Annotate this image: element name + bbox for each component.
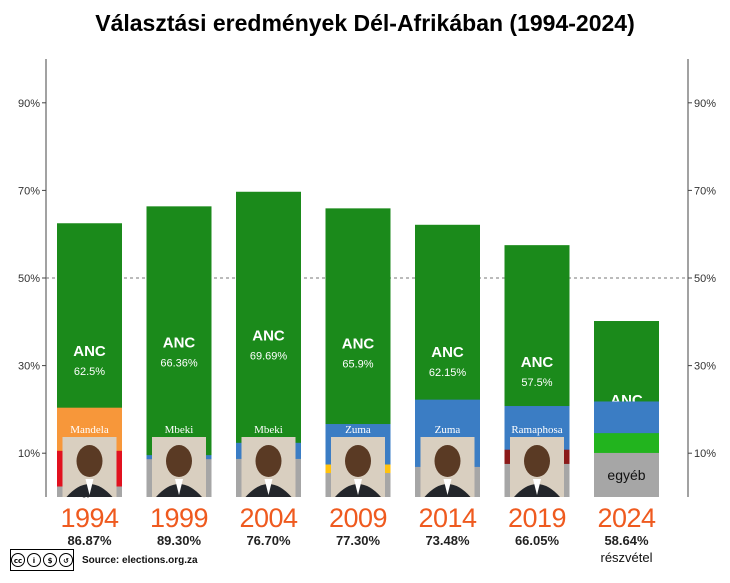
portrait-face xyxy=(345,445,371,477)
turnout-label: 76.70% xyxy=(246,533,291,548)
y-tick-label-left: 10% xyxy=(18,448,40,460)
year-label: 2014 xyxy=(418,503,477,533)
leader-name-label: Ramaphosa xyxy=(511,424,562,436)
segment-percent-label: 69.69% xyxy=(250,350,288,362)
year-label: 2024 xyxy=(597,503,656,533)
turnout-label: 86.87% xyxy=(67,533,112,548)
portrait-shirt xyxy=(443,479,452,495)
turnout-label: 73.48% xyxy=(425,533,470,548)
segment-party-label: ANC xyxy=(73,343,106,360)
portrait-shirt xyxy=(354,479,362,495)
y-tick-label-right: 30% xyxy=(694,361,716,373)
turnout-label: 77.30% xyxy=(336,533,381,548)
year-label: 2019 xyxy=(508,503,566,533)
segment-party-label: ANC xyxy=(252,327,285,344)
year-label: 1994 xyxy=(60,503,119,533)
segment-party-label: ANC xyxy=(431,344,464,361)
y-tick-label-left: 90% xyxy=(18,98,40,110)
portrait-shirt xyxy=(175,479,183,495)
leader-name-label: Mandela xyxy=(70,424,109,436)
footer: cc i $ ↺ Source: elections.org.za xyxy=(10,548,198,572)
turnout-label: 58.64% xyxy=(604,533,649,548)
leader-name-label: Zuma xyxy=(435,424,461,436)
turnout-label: 89.30% xyxy=(157,533,202,548)
sa-icon: ↺ xyxy=(59,553,73,567)
portrait-shirt xyxy=(85,479,94,495)
segment-percent-label: 57.5% xyxy=(521,377,552,389)
nc-icon: $ xyxy=(43,553,57,567)
y-tick-label-left: 70% xyxy=(18,185,40,197)
leader-name-label: Mbeki xyxy=(165,424,194,436)
segment-party-label: ANC xyxy=(342,336,375,353)
year-label: 1999 xyxy=(150,503,208,533)
year-label: 2004 xyxy=(239,503,298,533)
bar-segment-egyéb xyxy=(594,452,659,497)
portrait-face xyxy=(166,445,192,477)
cc-icon: cc xyxy=(11,553,25,567)
leader-name-label: Zuma xyxy=(345,424,371,436)
y-tick-label-left: 50% xyxy=(18,273,40,285)
segment-party-label: ANC xyxy=(163,335,196,352)
portrait-face xyxy=(524,445,550,477)
portrait-face xyxy=(255,445,282,477)
chart-title: Választási eredmények Dél-Afrikában (199… xyxy=(95,10,635,36)
y-tick-label-right: 70% xyxy=(694,185,716,197)
y-tick-label-right: 90% xyxy=(694,98,716,110)
leader-name-label: Mbeki xyxy=(254,424,283,436)
segment-party-label: ANC xyxy=(521,354,554,371)
source-label: Source: elections.org.za xyxy=(82,554,198,566)
portrait-face xyxy=(434,445,461,477)
segment-percent-label: 65.9% xyxy=(342,359,373,371)
cc-license-icon[interactable]: cc i $ ↺ xyxy=(10,549,74,571)
portrait-face xyxy=(76,445,103,477)
segment-percent-label: 66.36% xyxy=(160,358,198,370)
segment-party-label: egyéb xyxy=(607,467,645,483)
portrait-shirt xyxy=(264,479,273,495)
turnout-label: 66.05% xyxy=(515,533,560,548)
y-tick-label-left: 30% xyxy=(18,361,40,373)
portrait-shirt xyxy=(533,479,541,495)
by-icon: i xyxy=(27,553,41,567)
year-label: 2009 xyxy=(329,503,387,533)
segment-percent-label: 62.5% xyxy=(74,366,105,378)
turnout-note-label: részvétel xyxy=(600,550,652,565)
y-tick-label-right: 10% xyxy=(694,448,716,460)
segment-percent-label: 62.15% xyxy=(429,367,467,379)
y-tick-label-right: 50% xyxy=(694,273,716,285)
